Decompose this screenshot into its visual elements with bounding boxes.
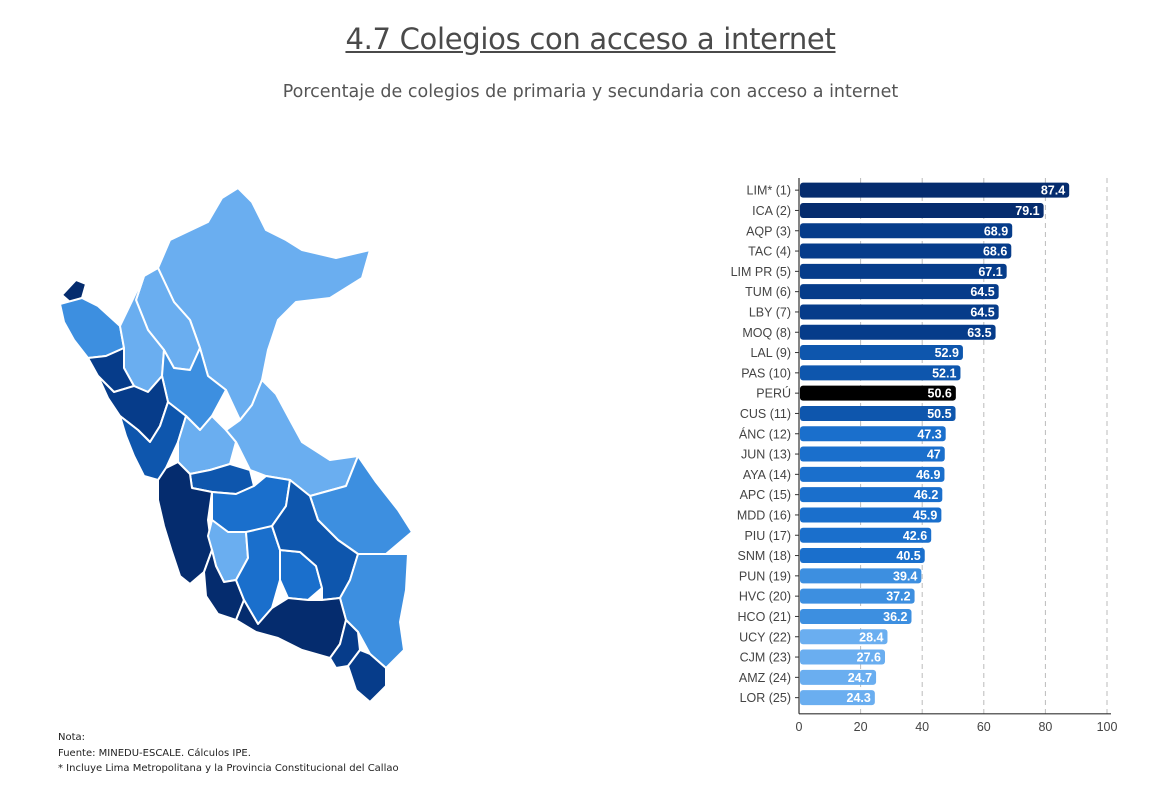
- bar: [800, 304, 999, 320]
- category-label: TAC (4): [748, 245, 791, 259]
- bar: [800, 548, 925, 564]
- value-label: 63.5: [967, 326, 991, 340]
- bar: [800, 223, 1013, 239]
- bar: [800, 405, 956, 421]
- category-label: LIM* (1): [747, 184, 791, 198]
- value-label: 36.2: [883, 610, 907, 624]
- category-label: ÁNC (12): [739, 426, 791, 441]
- value-label: 24.3: [847, 691, 871, 705]
- bar: [800, 263, 1007, 279]
- bar: [800, 487, 943, 503]
- bar: [800, 466, 945, 482]
- bar: [800, 365, 961, 381]
- bar: [800, 629, 888, 645]
- value-label: 68.6: [983, 245, 1007, 259]
- value-label: 27.6: [857, 651, 881, 665]
- bar: [800, 243, 1012, 259]
- value-label: 39.4: [893, 569, 917, 583]
- page-subtitle: Porcentaje de colegios de primaria y sec…: [282, 82, 899, 102]
- notes: Nota: Fuente: MINEDU-ESCALE. Cálculos IP…: [58, 730, 399, 777]
- bar: [800, 608, 912, 624]
- bar: [800, 345, 963, 361]
- bar: [800, 202, 1044, 218]
- value-label: 40.5: [896, 549, 920, 563]
- value-label: 46.2: [914, 488, 938, 502]
- category-label: HCO (21): [738, 610, 791, 624]
- bar: [800, 507, 942, 523]
- category-label: MOQ (8): [742, 326, 791, 340]
- map-region-arequipa: [235, 597, 347, 659]
- category-label: SNM (18): [738, 549, 791, 563]
- x-tick-label: 80: [1038, 720, 1052, 734]
- value-label: 42.6: [903, 529, 927, 543]
- value-label: 52.9: [935, 346, 959, 360]
- category-label: LIM PR (5): [731, 265, 791, 279]
- category-label: PAS (10): [741, 366, 791, 380]
- note-label: Nota:: [58, 732, 86, 743]
- x-tick-label: 40: [915, 720, 929, 734]
- bar: [800, 690, 875, 706]
- value-label: 46.9: [916, 468, 940, 482]
- x-tick-label: 60: [977, 720, 991, 734]
- value-label: 24.7: [848, 671, 872, 685]
- bar: [800, 527, 932, 543]
- category-label: CUS (11): [740, 407, 791, 421]
- bar: [800, 182, 1070, 198]
- bar: [800, 649, 886, 665]
- value-label: 67.1: [978, 265, 1002, 279]
- source-note: Fuente: MINEDU-ESCALE. Cálculos IPE.: [58, 747, 251, 759]
- bar: [800, 324, 996, 340]
- value-label: 64.5: [970, 285, 994, 299]
- value-label: 47: [927, 448, 941, 462]
- category-label: ICA (2): [752, 204, 791, 218]
- bar: [800, 284, 999, 300]
- category-label: APC (15): [740, 488, 791, 502]
- bar: [800, 385, 956, 401]
- value-label: 45.9: [913, 508, 937, 522]
- value-label: 52.1: [932, 366, 956, 380]
- bar: [800, 446, 945, 462]
- category-label: AMZ (24): [739, 671, 791, 685]
- value-label: 47.3: [917, 427, 941, 441]
- category-label: PIU (17): [744, 529, 791, 543]
- category-label: JUN (13): [741, 448, 791, 462]
- category-label: UCY (22): [739, 630, 791, 644]
- bar: [800, 669, 877, 685]
- category-label: HVC (20): [739, 590, 791, 604]
- category-label: AQP (3): [746, 224, 791, 238]
- category-label: PUN (19): [739, 569, 791, 583]
- x-tick-label: 100: [1097, 720, 1118, 734]
- map-region-moquegua: [329, 619, 361, 669]
- x-tick-label: 0: [796, 720, 803, 734]
- category-label: LAL (9): [750, 346, 791, 360]
- category-label: PERÚ: [756, 386, 791, 401]
- bar: [800, 568, 922, 584]
- x-tick-label: 20: [854, 720, 868, 734]
- value-label: 28.4: [859, 630, 883, 644]
- category-label: AYA (14): [743, 468, 791, 482]
- bar: [800, 426, 946, 442]
- value-label: 68.9: [984, 224, 1008, 238]
- value-label: 79.1: [1015, 204, 1039, 218]
- value-label: 37.2: [886, 590, 910, 604]
- bar: [800, 588, 915, 604]
- category-label: CJM (23): [740, 651, 791, 665]
- category-label: TUM (6): [745, 285, 791, 299]
- value-label: 64.5: [970, 305, 994, 319]
- value-label: 87.4: [1041, 184, 1065, 198]
- category-label: MDD (16): [737, 508, 791, 522]
- peru-choropleth-map: [59, 187, 413, 703]
- value-label: 50.6: [928, 387, 952, 401]
- category-label: LBY (7): [749, 305, 791, 319]
- bar-chart: LIM* (1) 87.4 ICA (2) 79.1 AQP (3) 68.9 TAC (4…: [731, 178, 1118, 734]
- map-region-tacna: [347, 649, 387, 703]
- page-title: 4.7 Colegios con acceso a internet: [345, 22, 836, 56]
- category-label: LOR (25): [740, 691, 791, 705]
- value-label: 50.5: [927, 407, 951, 421]
- footnote: * Incluye Lima Metropolitana y la Provin…: [58, 763, 399, 774]
- map-region-piura: [59, 297, 125, 359]
